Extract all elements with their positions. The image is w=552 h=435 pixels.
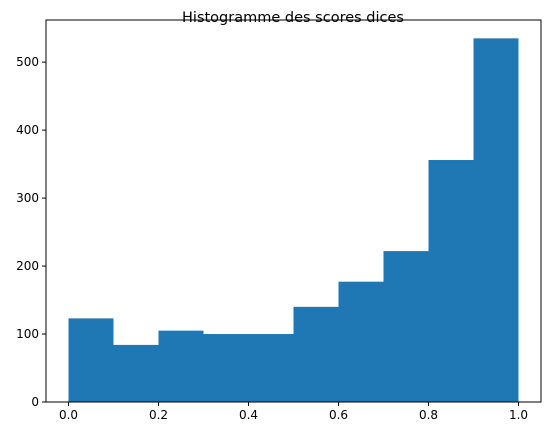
y-tick-label: 0 — [31, 395, 39, 409]
x-tick-label: 0.8 — [419, 408, 438, 422]
y-tick-label: 300 — [16, 191, 39, 205]
plot-frame — [45, 19, 542, 403]
y-tick-label: 200 — [16, 259, 39, 273]
histogram-bar — [158, 330, 204, 402]
x-tick-label: 0.4 — [239, 408, 258, 422]
y-tick-label: 400 — [16, 123, 39, 137]
histogram-bar — [68, 318, 114, 402]
x-tick-label: 0.6 — [329, 408, 348, 422]
histogram-bar — [113, 344, 159, 402]
bars-group — [68, 38, 519, 402]
histogram-bar — [383, 251, 429, 402]
histogram-bar — [428, 160, 474, 402]
histogram-bar — [248, 334, 294, 402]
x-tick-label: 1.0 — [509, 408, 528, 422]
y-tick-label: 100 — [16, 327, 39, 341]
x-tick-label: 0.2 — [149, 408, 168, 422]
histogram-bar — [473, 38, 519, 402]
histogram-bar — [338, 281, 384, 402]
y-axis: 0 100 200 300 400 500 — [16, 55, 46, 409]
histogram-bar — [293, 306, 339, 402]
x-axis: 0.0 0.2 0.4 0.6 0.8 1.0 — [59, 402, 528, 422]
y-tick-label: 500 — [16, 55, 39, 69]
histogram-bar — [203, 334, 249, 402]
chart-title: Histogramme des scores dices — [182, 10, 404, 26]
x-tick-label: 0.0 — [59, 408, 78, 422]
